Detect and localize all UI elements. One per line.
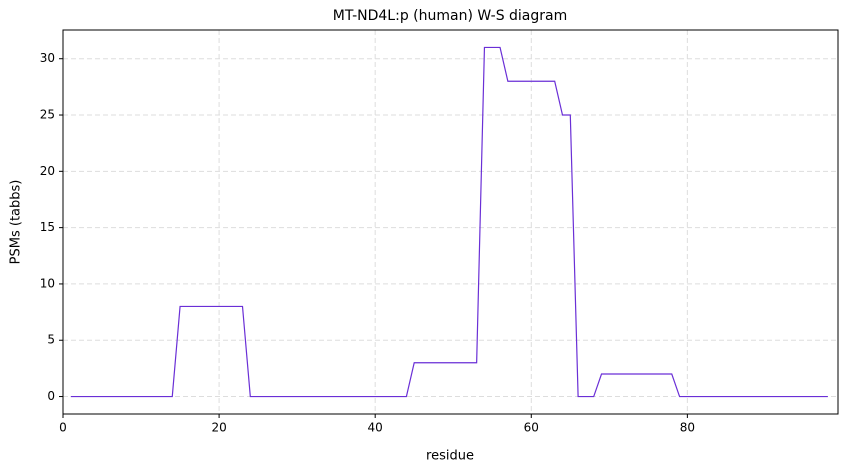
- data-line: [70, 46, 828, 398]
- plot-frame: [62, 29, 839, 415]
- y-tick-label: 5: [47, 333, 55, 347]
- y-tick-label: 20: [40, 164, 55, 178]
- x-tick-label: 40: [368, 421, 383, 435]
- x-axis-label: residue: [426, 449, 474, 464]
- y-tick-label: 25: [40, 108, 55, 122]
- y-tick-label: 15: [40, 220, 55, 234]
- y-tick-label: 30: [40, 51, 55, 65]
- y-tick-label: 0: [47, 389, 55, 403]
- x-tick-label: 0: [59, 421, 67, 435]
- chart-title: MT-ND4L:p (human) W-S diagram: [333, 8, 568, 24]
- y-tick-label: 10: [40, 276, 55, 290]
- x-tick-label: 80: [680, 421, 695, 435]
- x-tick-label: 60: [524, 421, 539, 435]
- y-axis-label: PSMs (tabbs): [9, 180, 24, 265]
- x-tick-label: 20: [211, 421, 226, 435]
